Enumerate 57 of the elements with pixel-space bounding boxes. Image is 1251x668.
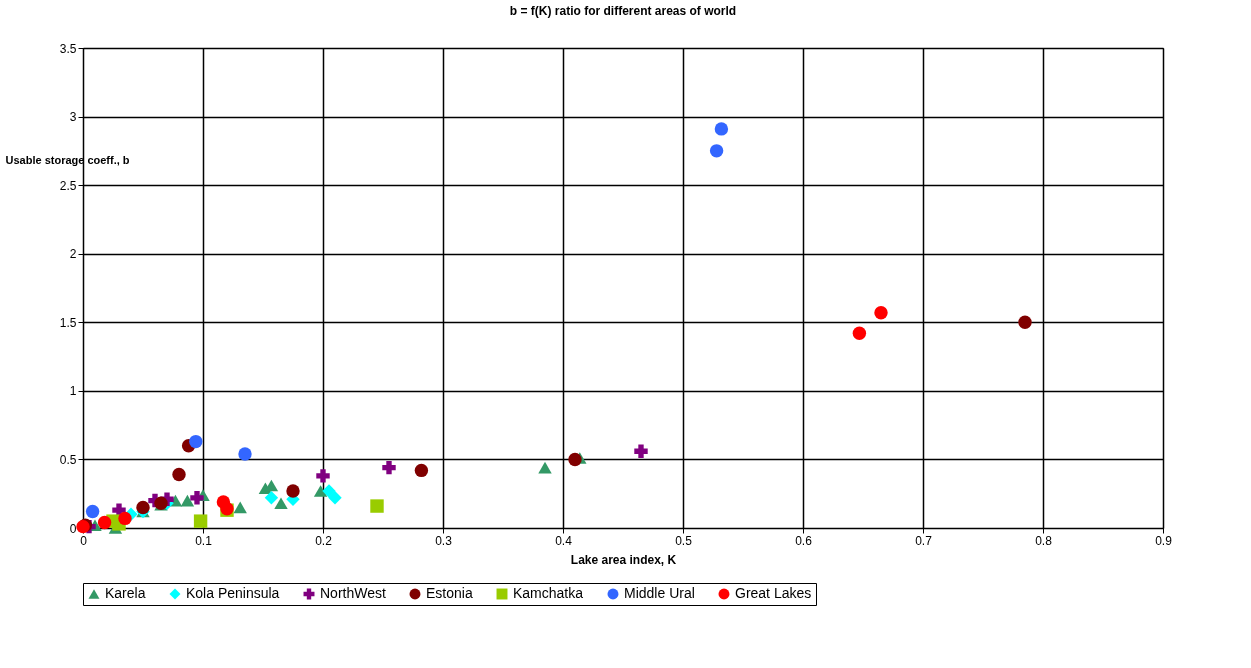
point (189, 434, 203, 449)
x-tick-label: 0.6 (795, 533, 813, 548)
point (118, 511, 132, 526)
x-axis-title: Lake area index, K (570, 552, 677, 567)
legend-label: Karela (105, 585, 146, 601)
point (233, 501, 247, 514)
point (316, 469, 330, 483)
y-tick-label: 1 (69, 384, 77, 399)
y-tick-label: 2 (69, 247, 77, 262)
point (274, 497, 288, 510)
legend-label: Kola Peninsula (186, 585, 280, 601)
point (1018, 315, 1032, 329)
y-tick-label: 3 (69, 110, 77, 125)
legend-label: Estonia (426, 585, 473, 601)
x-tick-label: 0 (80, 533, 88, 548)
x-tick-label: 0.1 (195, 533, 213, 548)
point (414, 463, 429, 478)
x-tick-label: 0.4 (555, 533, 573, 548)
x-tick-label: 0.9 (1155, 533, 1173, 548)
point (264, 491, 279, 505)
chart-title: b = f(K) ratio for different areas of world (509, 4, 737, 18)
point (136, 500, 150, 515)
point (190, 491, 204, 505)
point (634, 444, 648, 458)
point (85, 504, 100, 519)
point (568, 452, 582, 467)
y-tick-label: 2.5 (59, 178, 77, 193)
point (370, 499, 384, 513)
point (322, 484, 336, 498)
point (180, 494, 195, 507)
x-tick-label: 0.5 (675, 533, 693, 548)
y-tick-label: 0.5 (59, 452, 77, 467)
point (172, 467, 186, 482)
point (238, 447, 252, 461)
y-tick-label: 1.5 (59, 315, 77, 330)
point (538, 461, 552, 474)
point (313, 485, 328, 497)
point (852, 326, 867, 340)
y-tick-label: 3.5 (59, 41, 77, 56)
x-tick-label: 0.8 (1035, 533, 1053, 548)
point (709, 144, 724, 158)
point (874, 305, 888, 320)
y-axis-title: Usable storage coeff., b (5, 153, 130, 166)
point (382, 460, 396, 475)
point (286, 484, 300, 498)
x-tick-label: 0.3 (435, 533, 453, 548)
point (97, 515, 112, 530)
point (328, 491, 342, 505)
legend-label: NorthWest (320, 585, 386, 601)
x-tick-label: 0.2 (315, 533, 333, 548)
point (714, 122, 729, 136)
x-tick-label: 0.7 (915, 533, 933, 548)
legend-label: Great Lakes (735, 585, 812, 601)
y-tick-label: 0 (69, 521, 77, 536)
legend-label: Middle Ural (624, 585, 695, 601)
legend-label: Kamchatka (513, 585, 584, 601)
point (193, 514, 208, 528)
